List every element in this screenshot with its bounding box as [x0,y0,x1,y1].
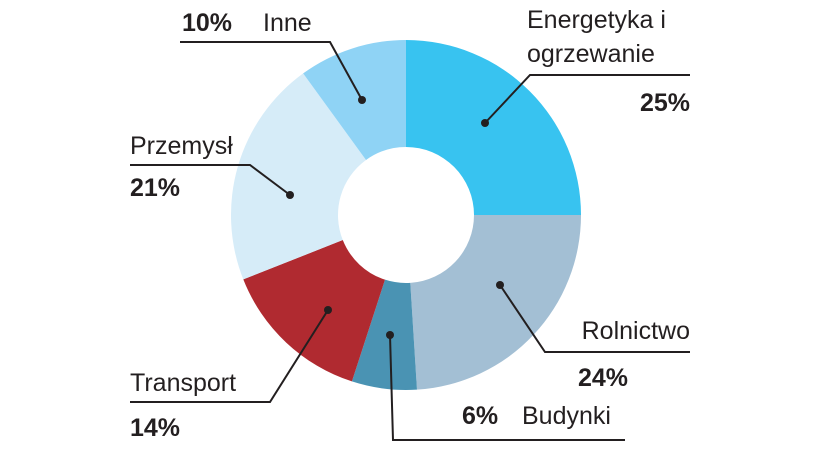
category-label: Rolnictwo [581,317,690,345]
leader-dot [386,331,394,339]
leader-dot [286,191,294,199]
value-label: 14% [130,414,181,442]
leader-line [484,74,690,124]
leader-line [180,41,363,101]
category-label: Budynki [522,402,611,430]
leader-dot [358,96,366,104]
leader-line [499,284,690,353]
donut-slice [230,73,367,280]
leader-line [130,164,291,196]
value-label: 21% [130,174,181,202]
leader-dot [324,306,332,314]
value-label: 24% [577,364,628,392]
leader-dot [496,281,504,289]
leader-line [130,309,329,403]
value-label: 25% [639,89,690,117]
value-label: 10% [182,9,233,37]
donut-slice [406,40,581,215]
donut-slice [243,240,385,382]
donut-slice [303,40,406,160]
category-label: Energetyka i ogrzewanie [527,6,666,68]
donut-slice [351,279,417,390]
leader-line [389,334,625,441]
donut-slice [410,215,581,390]
leader-dot [481,119,489,127]
value-label: 6% [462,402,499,430]
category-label: Transport [130,369,237,397]
category-label: Przemysł [130,132,233,160]
category-label: Inne [263,9,312,37]
